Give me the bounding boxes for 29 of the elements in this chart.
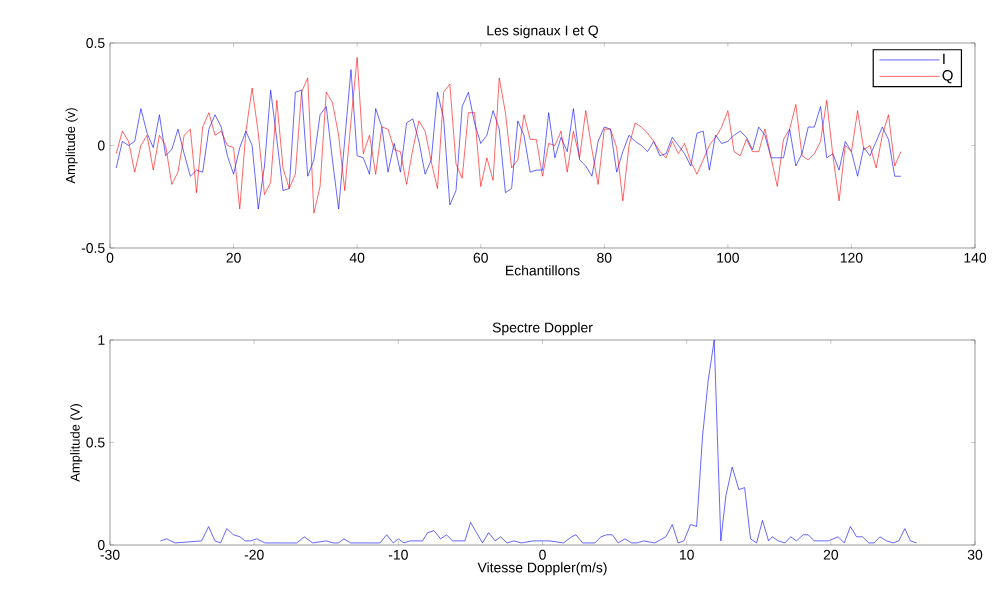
x-tick-label: 30: [967, 549, 983, 560]
y-tick-label: 0.5: [86, 437, 105, 448]
x-tick-label: -30: [100, 549, 120, 560]
x-tick-label: 120: [840, 252, 863, 263]
x-tick-label: 40: [349, 252, 365, 263]
legend-label: Q: [942, 70, 953, 84]
x-tick-label: 60: [473, 252, 488, 263]
chart-title: Les signaux I et Q: [487, 25, 599, 39]
y-tick-label: 0: [97, 140, 105, 151]
y-tick-label: 0.5: [86, 38, 105, 48]
y-tick-label: 0: [97, 540, 105, 550]
legend-label: I: [943, 53, 945, 65]
y-axis-title: Amplitude (V): [70, 404, 83, 482]
y-tick-label: 1: [98, 335, 105, 345]
x-tick-label: 20: [226, 252, 241, 263]
x-tick-label: 10: [679, 549, 694, 560]
x-tick-label: 20: [823, 549, 839, 560]
y-tick-label: -0.5: [81, 243, 105, 253]
y-axis-title: Amplitude (v): [65, 108, 78, 184]
x-tick-label: -10: [388, 549, 408, 560]
x-tick-label: 0: [106, 252, 114, 263]
x-axis-title: Vitesse Doppler(m/s): [477, 562, 607, 576]
x-tick-label: 100: [717, 252, 739, 263]
chart-title: Spectre Doppler: [492, 322, 593, 336]
x-axis-title: Echantillons: [506, 265, 580, 276]
x-tick-label: -20: [244, 549, 264, 560]
x-tick-label: 140: [964, 252, 987, 263]
x-tick-label: 80: [597, 252, 612, 263]
x-tick-label: 0: [539, 549, 546, 560]
